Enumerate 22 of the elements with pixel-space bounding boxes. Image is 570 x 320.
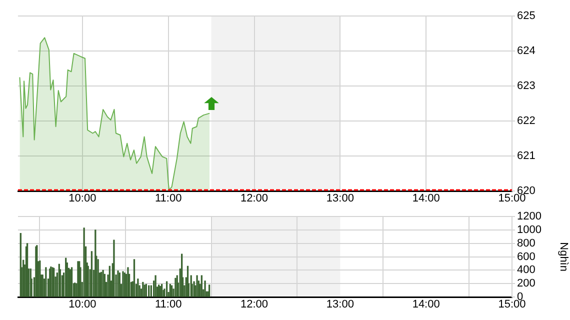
x-tick-label: 12:00: [240, 298, 268, 311]
x-tick-label: 13:00: [326, 192, 354, 205]
x-tick-label: 10:00: [68, 192, 96, 205]
x-tick-label: 12:00: [240, 192, 268, 205]
x-tick-label: 13:00: [326, 298, 354, 311]
y-tick-label: 621: [517, 150, 536, 162]
x-tick-label: 14:00: [412, 298, 440, 311]
y-tick-label: 622: [517, 115, 536, 128]
y-tick-label: 623: [517, 80, 536, 92]
y-tick-label: 800: [517, 237, 536, 250]
y-tick-label: 1000: [517, 224, 542, 236]
y-tick-label: 600: [517, 250, 536, 263]
y-axis-title: Nghìn: [557, 242, 570, 272]
y-tick-label: 1200: [517, 210, 542, 223]
y-tick-label: 625: [517, 10, 536, 22]
y-tick-label: 200: [517, 278, 536, 290]
x-tick-label: 10:00: [68, 298, 96, 311]
x-tick-label: 14:00: [412, 192, 440, 205]
y-tick-label: 624: [517, 45, 536, 58]
x-tick-label: 11:00: [154, 192, 182, 205]
y-tick-label: 400: [517, 264, 536, 276]
x-tick-label: 11:00: [154, 298, 182, 311]
